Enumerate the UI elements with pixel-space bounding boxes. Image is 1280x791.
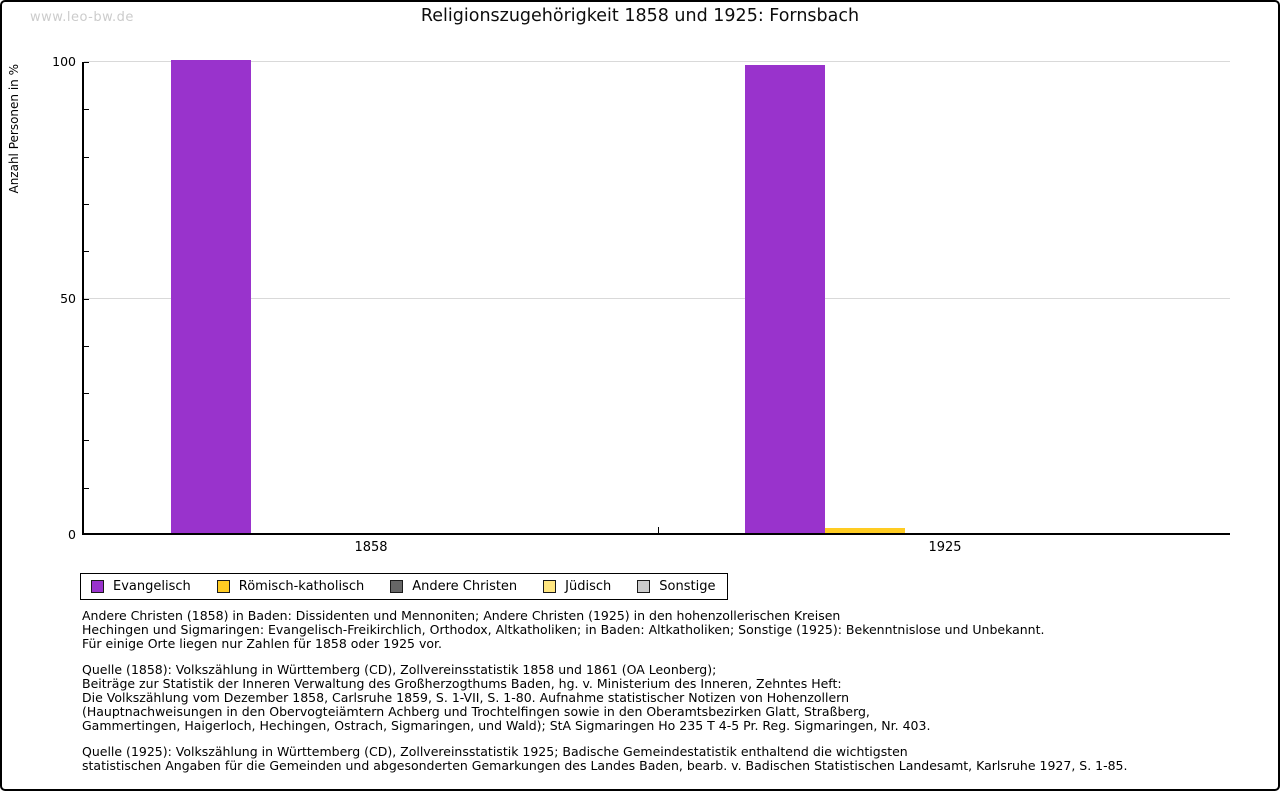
y-axis-label-wrap: Anzahl Personen in % — [7, 64, 23, 284]
footnote-line: Hechingen und Sigmaringen: Evangelisch-F… — [82, 622, 1045, 637]
y-tick-label-100: 100 — [52, 54, 76, 69]
gridline-100 — [84, 61, 1230, 62]
gridline-50 — [84, 297, 1230, 299]
footnote-line: Quelle (1925): Volkszählung in Württembe… — [82, 744, 908, 759]
legend-swatch-andere-christen — [390, 580, 404, 593]
legend-swatch-j-disch — [543, 580, 557, 593]
x-tick-label-1925: 1925 — [928, 540, 962, 555]
bar-1925-r-misch-katholisch — [825, 528, 905, 533]
legend-label: Sonstige — [659, 579, 716, 594]
footnote-line: Für einige Orte liegen nur Zahlen für 18… — [82, 636, 442, 651]
footnote-paragraph: Quelle (1858): Volkszählung in Württembe… — [82, 663, 1248, 733]
footnote-line: Gammertingen, Haigerloch, Hechingen, Ost… — [82, 718, 931, 733]
chart-title: Religionszugehörigkeit 1858 und 1925: Fo… — [420, 6, 860, 26]
x-tick-label-1858: 1858 — [354, 540, 388, 555]
legend-item-j-disch: Jüdisch — [543, 579, 611, 594]
y-tick-20 — [84, 440, 89, 442]
footnote-paragraph: Andere Christen (1858) in Baden: Disside… — [82, 609, 1248, 651]
legend-swatch-r-misch-katholisch — [216, 580, 230, 593]
legend-label: Römisch-katholisch — [238, 579, 365, 594]
y-tick-70 — [84, 203, 89, 205]
plot-area — [82, 60, 1230, 535]
footnote-line: Andere Christen (1858) in Baden: Disside… — [82, 608, 841, 623]
footnote-paragraph: Quelle (1925): Volkszählung in Württembe… — [82, 745, 1248, 773]
legend-label: Andere Christen — [412, 579, 518, 594]
y-tick-90 — [84, 109, 89, 111]
footnote-line: Die Volkszählung vom Dezember 1858, Carl… — [82, 690, 850, 705]
y-tick-30 — [84, 393, 89, 395]
footnote-line: statistischen Angaben für die Gemeinden … — [82, 758, 1128, 773]
x-axis-group-tick — [658, 527, 659, 533]
legend-item-sonstige: Sonstige — [637, 579, 715, 594]
legend-item-evangelisch: Evangelisch — [91, 579, 191, 594]
legend-label: Jüdisch — [565, 579, 612, 594]
y-tick-60 — [84, 251, 89, 253]
legend-item-r-misch-katholisch: Römisch-katholisch — [216, 579, 365, 594]
y-tick-80 — [84, 156, 89, 158]
y-tick-50 — [84, 298, 89, 300]
legend-item-andere-christen: Andere Christen — [390, 579, 517, 594]
y-tick-label-0: 0 — [68, 527, 76, 542]
watermark: www.leo-bw.de — [30, 10, 134, 25]
footnote-line: Beiträge zur Statistik der Inneren Verwa… — [82, 676, 842, 691]
y-axis-label: Anzahl Personen in % — [7, 64, 21, 194]
footnote-line: (Hauptnachweisungen in den Obervogteiämt… — [82, 704, 870, 719]
bar-1858-evangelisch — [171, 60, 251, 533]
footnotes: Andere Christen (1858) in Baden: Disside… — [82, 609, 1248, 785]
legend: Evangelisch Römisch-katholisch Andere Chri… — [80, 573, 729, 600]
bar-1925-evangelisch — [745, 64, 825, 533]
legend-swatch-evangelisch — [91, 580, 104, 593]
legend-swatch-sonstige — [637, 580, 651, 593]
y-tick-label-50: 50 — [60, 290, 76, 306]
y-tick-40 — [84, 345, 89, 347]
y-tick-10 — [84, 487, 89, 489]
footnote-line: Quelle (1858): Volkszählung in Württembe… — [82, 662, 717, 677]
legend-label: Evangelisch — [113, 579, 191, 594]
y-tick-100 — [84, 62, 89, 63]
